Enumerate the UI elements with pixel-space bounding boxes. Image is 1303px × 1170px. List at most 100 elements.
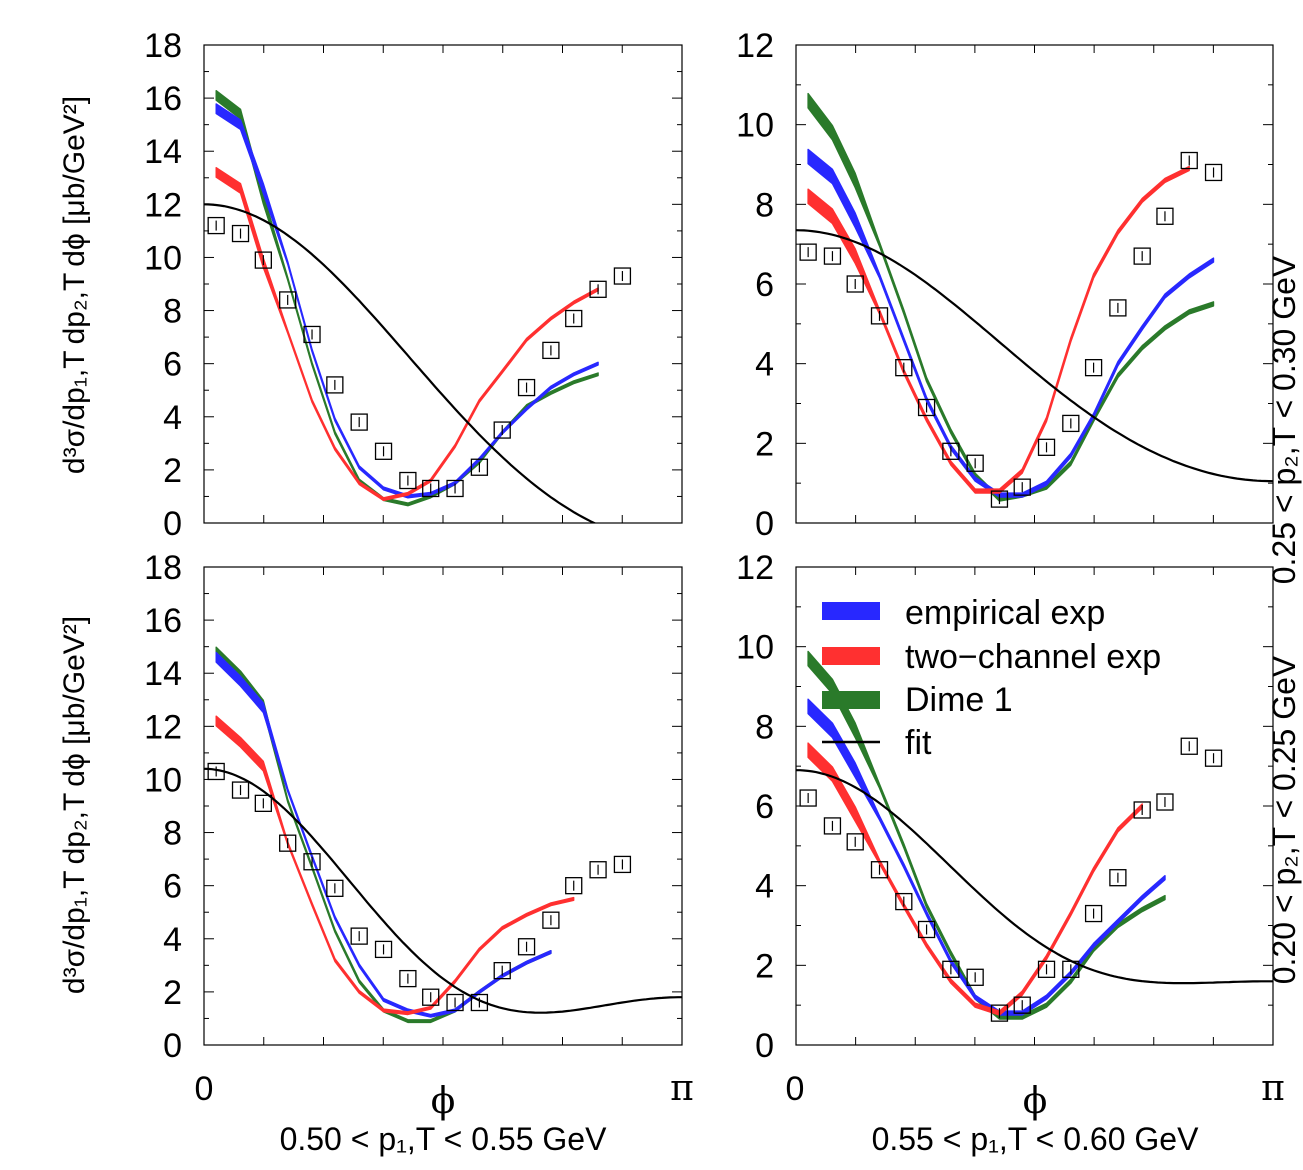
data-point — [1109, 869, 1127, 887]
y-tick-label: 6 — [755, 788, 774, 826]
y-tick-label: 0 — [755, 1027, 774, 1065]
data-point — [374, 940, 393, 959]
panel-bottom-left: 0 2 4 6 8 10 12 14 16 18 — [144, 549, 683, 1065]
data-point — [542, 341, 560, 360]
data-point — [1156, 793, 1174, 811]
x-tick-pi-left: π — [670, 1068, 694, 1109]
data-point — [350, 927, 368, 945]
data-point — [613, 855, 632, 874]
band-dime — [807, 92, 1215, 502]
y-tick-label: 2 — [163, 974, 182, 1012]
y-tick-label: 4 — [755, 346, 774, 384]
col-label-right: 0.55 < p₁,T < 0.60 GeV — [872, 1121, 1200, 1157]
data-point — [279, 834, 297, 852]
data-point — [565, 877, 583, 895]
y-tick-label: 4 — [163, 921, 182, 959]
data-point — [1084, 904, 1103, 923]
y-tick-label: 14 — [144, 133, 182, 171]
data-point — [990, 1004, 1009, 1022]
data-point — [399, 471, 417, 490]
legend-label-two-channel: two−channel exp — [905, 638, 1161, 676]
y-tick-label: 6 — [755, 266, 774, 304]
y-tick-label: 2 — [755, 947, 774, 985]
legend-swatch-dime — [822, 691, 880, 709]
data-point — [446, 479, 464, 498]
panel-bottom-right: 0 2 4 6 8 10 12 — [736, 549, 1274, 1065]
y-tick-label: 18 — [144, 27, 182, 65]
data-point — [966, 454, 984, 472]
data-point — [1013, 478, 1031, 496]
data-point — [917, 398, 936, 417]
data-point — [565, 309, 583, 328]
data-point — [422, 988, 440, 1006]
y-tick-label: 16 — [144, 602, 182, 640]
fit-curve — [204, 767, 682, 1014]
data-point — [990, 490, 1009, 508]
y-tick-label: 16 — [144, 80, 182, 118]
x-tick-zero-left: 0 — [195, 1070, 214, 1108]
y-tick-label: 12 — [736, 27, 774, 65]
panel-top-left: 0 2 4 6 8 10 12 14 16 18 — [144, 27, 683, 543]
data-point — [422, 479, 440, 498]
y-tick-label: 8 — [163, 815, 182, 853]
band-dime — [807, 650, 1166, 1020]
band-two-channel — [807, 165, 1190, 494]
y-tick-label: 0 — [163, 1027, 182, 1065]
data-point — [895, 358, 913, 377]
band-dime — [215, 646, 552, 1024]
fit-curve — [204, 203, 597, 523]
band-two-channel — [215, 715, 575, 1016]
data-point — [517, 378, 536, 397]
fit-curve — [796, 769, 1273, 985]
y-tick-label: 8 — [755, 708, 774, 746]
data-point — [1133, 247, 1151, 265]
data-point — [613, 267, 632, 285]
x-symbol-right: ϕ — [1023, 1081, 1048, 1122]
plot-area — [204, 646, 682, 1024]
y-tick-label: 2 — [163, 452, 182, 490]
data-point — [1156, 207, 1174, 225]
y-tick-label: 8 — [163, 293, 182, 331]
y-tick-label: 10 — [736, 107, 774, 145]
data-point — [350, 413, 368, 431]
data-point — [231, 781, 250, 799]
y-tick-label: 0 — [163, 505, 182, 543]
col-label-left: 0.50 < p₁,T < 0.55 GeV — [280, 1121, 608, 1157]
ylabel-top: d³σ/dp₁,T dp₂,T dϕ [μb/GeV²] — [58, 96, 91, 474]
data-point — [895, 892, 913, 911]
data-point — [326, 376, 344, 394]
data-point — [542, 911, 560, 929]
ylabel-bottom: d³σ/dp₁,T dp₂,T dϕ [μb/GeV²] — [58, 616, 91, 994]
legend-label-dime: Dime 1 — [905, 681, 1013, 719]
data-point — [254, 794, 272, 812]
data-point — [493, 961, 511, 980]
y-tick-label: 12 — [144, 186, 182, 224]
y-tick-label: 18 — [144, 549, 182, 587]
panel-top-right: 0 2 4 6 8 10 12 — [736, 27, 1274, 543]
legend-label-fit: fit — [905, 724, 932, 762]
data-point — [326, 879, 344, 897]
y-tick-label: 4 — [755, 868, 774, 906]
plot-frame — [203, 44, 683, 524]
data-point — [279, 291, 297, 309]
data-point — [1133, 801, 1151, 819]
legend-swatch-two-channel — [822, 647, 880, 665]
data-point — [799, 243, 817, 261]
legend: empirical exp two−channel exp Dime 1 fit — [822, 594, 1161, 762]
data-point — [254, 251, 272, 269]
data-point — [799, 789, 817, 807]
data-point — [917, 920, 936, 939]
data-point — [374, 442, 393, 460]
data-point — [207, 762, 225, 781]
data-point — [966, 968, 984, 986]
row-label-bottom: 0.20 < p₂,T < 0.25 GeV — [1266, 655, 1302, 984]
data-point — [303, 325, 321, 344]
data-point — [231, 224, 250, 243]
y-tick-label: 0 — [755, 505, 774, 543]
data-point — [207, 216, 225, 235]
data-point — [1180, 737, 1198, 755]
data-point — [589, 280, 607, 298]
y-tick-label: 14 — [144, 655, 182, 693]
y-tick-label: 6 — [163, 346, 182, 384]
data-point — [870, 861, 889, 879]
